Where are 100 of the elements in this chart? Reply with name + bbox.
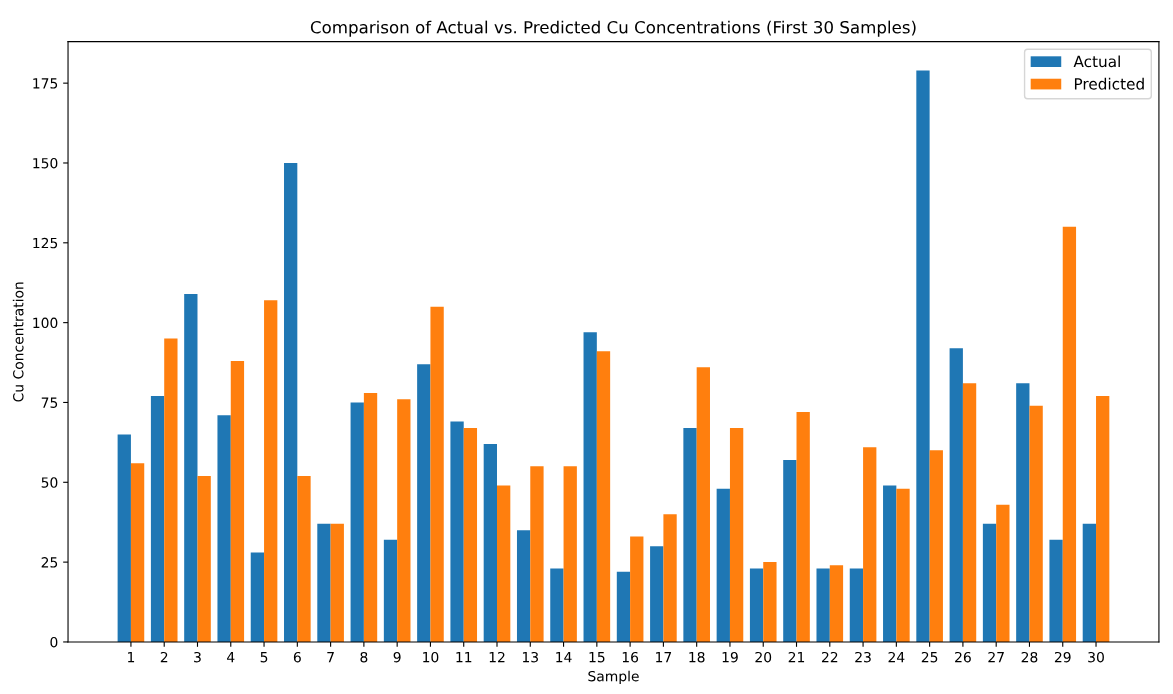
x-tick-label: 30 bbox=[1088, 651, 1104, 663]
x-tick-label: 24 bbox=[888, 651, 905, 663]
x-tick-label: 21 bbox=[788, 651, 805, 663]
bar bbox=[816, 568, 830, 642]
x-tick-label: 27 bbox=[988, 651, 1004, 663]
legend-label: Actual bbox=[1073, 55, 1120, 68]
bar bbox=[297, 475, 311, 642]
bar bbox=[117, 434, 131, 642]
bar bbox=[350, 402, 364, 642]
x-tick-label: 17 bbox=[656, 652, 672, 663]
bar bbox=[630, 536, 644, 642]
x-tick-label: 15 bbox=[589, 652, 605, 663]
bar bbox=[397, 399, 411, 642]
bar bbox=[184, 293, 198, 642]
bar bbox=[949, 348, 963, 642]
y-axis-title: Cu Concentration bbox=[12, 282, 24, 402]
y-tick-label: 50 bbox=[41, 477, 58, 488]
x-tick-label: 29 bbox=[1054, 651, 1071, 663]
bar bbox=[563, 466, 577, 642]
legend-label: Predicted bbox=[1074, 77, 1144, 90]
bar bbox=[230, 360, 245, 642]
bar bbox=[929, 450, 943, 642]
bar bbox=[250, 552, 265, 642]
bar bbox=[683, 428, 697, 642]
y-tick-label: 150 bbox=[33, 157, 58, 169]
bar bbox=[450, 421, 464, 642]
x-tick-label: 5 bbox=[260, 652, 268, 663]
bar bbox=[150, 396, 165, 642]
x-tick-label: 12 bbox=[489, 651, 505, 663]
bar bbox=[1096, 396, 1110, 642]
x-tick-label: 3 bbox=[194, 651, 201, 663]
bar bbox=[863, 447, 877, 642]
x-tick-label: 19 bbox=[722, 651, 738, 663]
bar bbox=[796, 412, 810, 642]
bar bbox=[583, 332, 597, 642]
x-tick-label: 23 bbox=[855, 651, 871, 663]
x-tick-label: 1 bbox=[128, 652, 135, 663]
y-tick-label: 75 bbox=[41, 397, 58, 408]
bar bbox=[264, 300, 278, 642]
x-tick-label: 18 bbox=[689, 651, 705, 663]
bar bbox=[383, 539, 398, 642]
bar bbox=[896, 488, 910, 642]
y-tick-label: 125 bbox=[33, 237, 58, 249]
x-tick-label: 14 bbox=[556, 652, 572, 663]
bar bbox=[417, 364, 431, 642]
bar bbox=[650, 546, 664, 642]
bar bbox=[729, 428, 744, 642]
bar bbox=[783, 459, 797, 642]
x-tick-label: 26 bbox=[955, 651, 971, 663]
bar bbox=[716, 488, 730, 642]
bar bbox=[883, 485, 897, 642]
y-tick-label: 100 bbox=[33, 317, 58, 329]
y-tick-label: 25 bbox=[41, 557, 58, 568]
bar bbox=[497, 485, 511, 642]
x-tick-label: 6 bbox=[293, 651, 301, 663]
x-tick-label: 28 bbox=[1021, 651, 1038, 663]
bar bbox=[363, 392, 378, 642]
x-tick-label: 13 bbox=[522, 651, 538, 663]
bar bbox=[284, 162, 298, 642]
x-tick-label: 7 bbox=[327, 652, 334, 663]
bar bbox=[1049, 539, 1063, 642]
bar bbox=[962, 383, 977, 642]
bar bbox=[217, 415, 231, 642]
x-tick-label: 11 bbox=[456, 652, 472, 663]
bar bbox=[1082, 523, 1097, 642]
x-axis-title: Sample bbox=[588, 670, 639, 685]
bar bbox=[483, 443, 497, 642]
x-tick-label: 20 bbox=[755, 651, 772, 663]
chart-title: Comparison of Actual vs. Predicted Cu Concentrations (First 30 Samples) bbox=[310, 20, 916, 37]
x-tick-label: 8 bbox=[360, 651, 368, 663]
bar bbox=[829, 565, 844, 642]
bar bbox=[197, 475, 211, 642]
bar bbox=[1016, 383, 1030, 642]
y-tick-label: 0 bbox=[50, 636, 58, 648]
bar bbox=[1062, 226, 1077, 642]
bar bbox=[763, 562, 777, 642]
bar bbox=[596, 351, 611, 642]
x-tick-label: 9 bbox=[393, 651, 401, 663]
bar bbox=[1029, 405, 1043, 642]
bar bbox=[616, 571, 631, 642]
x-tick-label: 25 bbox=[921, 651, 938, 663]
bar bbox=[130, 463, 145, 642]
x-tick-label: 10 bbox=[423, 651, 439, 663]
bar bbox=[430, 306, 444, 642]
bar bbox=[463, 428, 478, 642]
bar bbox=[696, 367, 710, 642]
y-tick-label: 175 bbox=[33, 78, 58, 89]
bar bbox=[317, 523, 331, 642]
bar bbox=[916, 70, 930, 642]
x-tick-label: 16 bbox=[622, 651, 639, 663]
bar bbox=[330, 523, 344, 642]
bar bbox=[982, 523, 997, 642]
bar bbox=[530, 466, 544, 642]
bar bbox=[849, 568, 864, 642]
x-tick-label: 4 bbox=[227, 652, 235, 663]
bar bbox=[164, 338, 178, 642]
bar bbox=[996, 504, 1010, 642]
bar bbox=[516, 530, 531, 642]
bar bbox=[663, 514, 677, 642]
x-tick-label: 22 bbox=[821, 651, 838, 663]
